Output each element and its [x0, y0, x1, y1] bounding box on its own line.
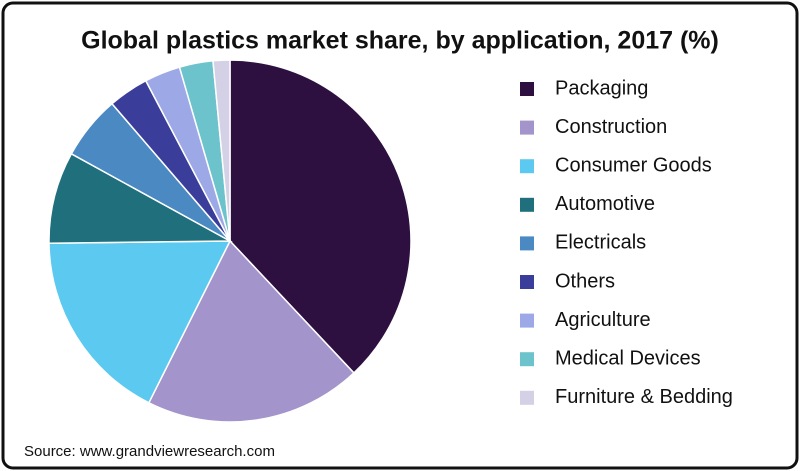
pie-slice: [229, 59, 412, 375]
legend-swatch: [520, 313, 534, 328]
legend-label: Agriculture: [555, 309, 651, 331]
legend-label: Furniture & Bedding: [555, 386, 733, 408]
chart-title: Global plastics market share, by applica…: [81, 27, 719, 55]
legend-label: Consumer Goods: [555, 154, 712, 176]
legend-label: Packaging: [555, 77, 648, 99]
pie-slice: [147, 239, 355, 423]
source-note: Source: www.grandviewresearch.com: [24, 443, 275, 460]
legend-label: Others: [555, 270, 615, 292]
legend-swatch: [520, 236, 534, 251]
legend-label: Construction: [555, 116, 667, 138]
pie-slice: [48, 240, 232, 404]
legend-label: Medical Devices: [555, 347, 701, 369]
legend-label: Automotive: [555, 193, 655, 215]
legend-swatch: [520, 159, 534, 174]
legend-swatch: [520, 82, 534, 96]
legend-swatch: [520, 390, 534, 405]
pie-slice: [212, 59, 231, 242]
legend-swatch: [520, 197, 534, 212]
pie-slice: [48, 152, 233, 245]
legend-swatch: [520, 275, 534, 289]
legend-swatch: [520, 120, 534, 135]
legend-swatch: [520, 352, 534, 367]
legend-label: Electricals: [555, 232, 646, 254]
